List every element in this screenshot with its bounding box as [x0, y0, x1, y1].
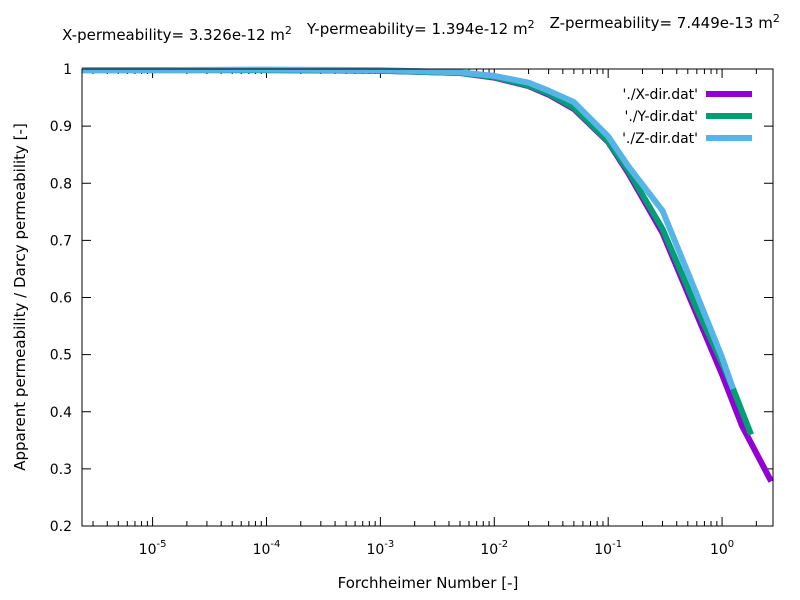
legend: './X-dir.dat' './Y-dir.dat' './Z-dir.dat': [622, 87, 752, 147]
x-tick-label: 10-2: [480, 539, 508, 558]
y-tick-label: 0.7: [50, 233, 72, 249]
series-lines: [82, 66, 774, 483]
x-tick-exponent: -5: [157, 539, 167, 550]
plot-frame: [81, 68, 774, 527]
y-axis-label: Apparent permeability / Darcy permeabili…: [11, 123, 29, 471]
x-tick-labels: 10-5 10-4 10-3 10-2 10-1 100: [139, 539, 734, 558]
x-tick-exponent: -4: [270, 539, 280, 550]
series-line-3: [82, 66, 736, 390]
x-tick-label: 10-1: [594, 539, 622, 558]
x-tick-label: 10-5: [139, 539, 167, 558]
title-superscript: 2: [773, 12, 780, 25]
title-segment: Y-permeability= 1.394e-12 m: [292, 20, 528, 38]
x-tick-exponent: -2: [498, 539, 508, 550]
x-tick-exponent: -3: [384, 539, 394, 550]
y-tick-labels: 0.2 0.3 0.4 0.5 0.6 0.7 0.8 0.9 1: [50, 62, 72, 535]
chart-title: X-permeability= 3.326e-12 m2 Y-permeabil…: [62, 12, 780, 44]
x-tick-label: 100: [710, 539, 734, 558]
x-tick-base: 10: [139, 542, 157, 558]
y-tick-label: 0.6: [50, 291, 72, 307]
legend-label: './X-dir.dat': [623, 87, 698, 103]
x-axis-label: Forchheimer Number [-]: [338, 574, 519, 592]
y-tick-label: 0.4: [50, 405, 72, 421]
legend-label: './Y-dir.dat': [625, 109, 698, 125]
x-tick-base: 10: [594, 542, 612, 558]
y-tick-label: 0.8: [50, 176, 72, 192]
title-segment: Z-permeability= 7.449e-13 m: [535, 14, 773, 32]
y-tick-label: 0.9: [50, 119, 72, 135]
y-tick-label: 0.2: [50, 519, 72, 535]
x-tick-exponent: 0: [728, 539, 734, 550]
title-segment: X-permeability= 3.326e-12 m: [62, 26, 285, 44]
title-superscript: 2: [528, 18, 535, 31]
x-tick-exponent: -1: [612, 539, 622, 550]
y-tick-label: 0.3: [50, 462, 72, 478]
x-tick-label: 10-3: [366, 539, 394, 558]
x-tick-base: 10: [253, 542, 271, 558]
legend-label: './Z-dir.dat': [622, 131, 698, 147]
title-superscript: 2: [285, 24, 292, 37]
x-tick-label: 10-4: [253, 539, 281, 558]
x-tick-base: 10: [710, 542, 728, 558]
x-tick-base: 10: [366, 542, 384, 558]
y-tick-label: 0.5: [50, 348, 72, 364]
x-tick-base: 10: [480, 542, 498, 558]
y-tick-label: 1: [63, 62, 72, 78]
